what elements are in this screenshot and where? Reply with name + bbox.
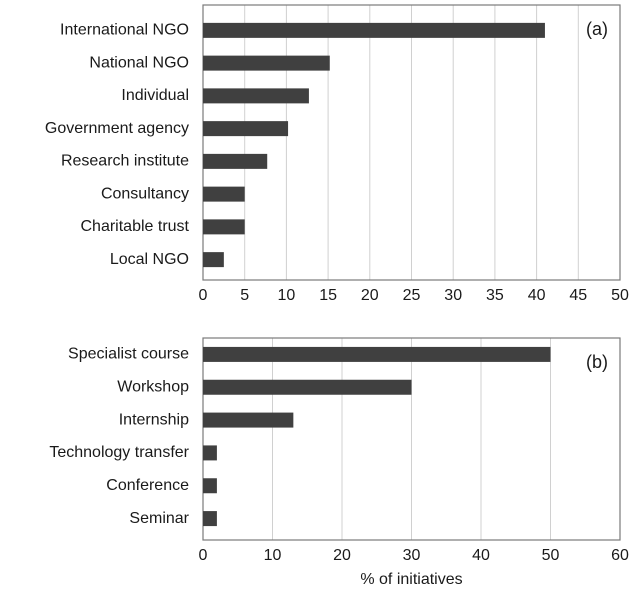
- y-tick-label: Seminar: [129, 510, 189, 527]
- y-tick-label: Workshop: [117, 378, 189, 395]
- y-tick-label: Conference: [106, 477, 189, 494]
- y-tick-label: Specialist course: [68, 346, 189, 363]
- x-tick-label: 30: [444, 287, 462, 304]
- y-tick-label: Individual: [121, 87, 189, 104]
- x-tick-label: 20: [333, 547, 351, 564]
- y-tick-label: Charitable trust: [81, 218, 190, 235]
- bar: [203, 88, 309, 104]
- x-tick-label: 15: [319, 287, 337, 304]
- x-tick-label: 0: [199, 547, 208, 564]
- bar: [203, 186, 245, 202]
- bar: [203, 346, 551, 362]
- x-tick-label: 35: [486, 287, 504, 304]
- bar: [203, 379, 412, 395]
- x-tick-label: 40: [472, 547, 490, 564]
- bar: [203, 22, 545, 38]
- bar: [203, 219, 245, 235]
- y-tick-label: Technology transfer: [49, 444, 189, 461]
- plot-frame: [202, 337, 621, 541]
- plot-frame: [202, 4, 621, 281]
- bar: [203, 511, 217, 527]
- x-axis-label: % of initiatives: [360, 571, 462, 588]
- x-tick-label: 30: [403, 547, 421, 564]
- bar: [203, 445, 217, 461]
- y-tick-label: Internship: [119, 411, 189, 428]
- x-tick-label: 10: [278, 287, 296, 304]
- y-tick-label: Government agency: [45, 120, 189, 137]
- x-tick-label: 50: [542, 547, 560, 564]
- y-tick-label: Local NGO: [110, 251, 189, 268]
- x-tick-label: 0: [199, 287, 208, 304]
- bar: [203, 478, 217, 494]
- bar: [203, 55, 330, 71]
- x-tick-label: 40: [528, 287, 546, 304]
- x-tick-label: 45: [569, 287, 587, 304]
- panel-label: (b): [586, 352, 608, 372]
- x-tick-label: 25: [403, 287, 421, 304]
- bar: [203, 121, 289, 137]
- bar: [203, 252, 224, 268]
- y-tick-label: Consultancy: [101, 185, 189, 202]
- panel-label: (a): [586, 19, 608, 39]
- y-tick-label: International NGO: [60, 22, 189, 39]
- x-tick-label: 10: [264, 547, 282, 564]
- bar: [203, 153, 268, 169]
- x-tick-label: 20: [361, 287, 379, 304]
- x-tick-label: 5: [240, 287, 249, 304]
- x-tick-label: 50: [611, 287, 629, 304]
- bar: [203, 412, 294, 428]
- x-tick-label: 60: [611, 547, 629, 564]
- y-tick-label: Research institute: [61, 153, 189, 170]
- y-tick-label: National NGO: [89, 54, 189, 71]
